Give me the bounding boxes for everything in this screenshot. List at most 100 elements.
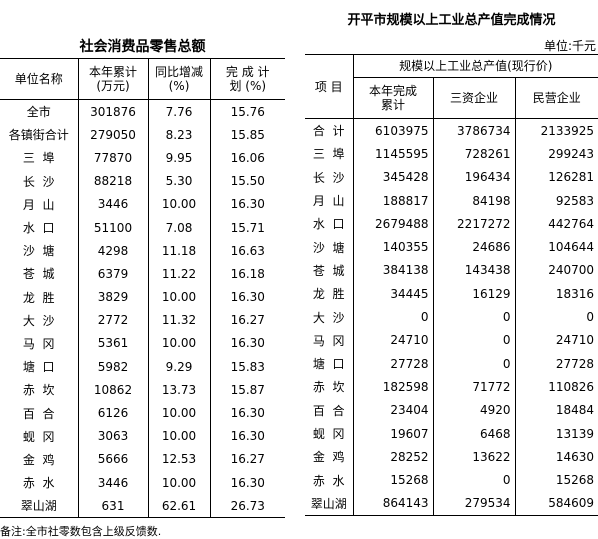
table-cell: 2772 <box>77 308 148 332</box>
table-cell: 143438 <box>432 258 515 283</box>
unit-label: 单位:千元 <box>543 39 596 53</box>
table-cell: 15.50 <box>209 169 285 193</box>
table-cell: 16.06 <box>209 146 285 170</box>
row-label: 合 计 <box>312 124 345 139</box>
table-cell: 16.63 <box>209 239 285 263</box>
table-cell: 13139 <box>514 421 598 446</box>
table-row: 赤 坎 182598 71772 110826 <box>305 375 598 399</box>
table-cell: 16.30 <box>209 424 285 448</box>
table-row: 金 鸡 28252 13622 14630 <box>305 445 598 469</box>
table-row: 金 鸡 5666 12.53 16.27 <box>0 447 285 471</box>
row-label: 龙 胜 <box>312 287 345 302</box>
table-row: 月 山 3446 10.00 16.30 <box>0 192 285 216</box>
row-label: 翠山湖 <box>310 496 347 511</box>
table-cell: 196434 <box>432 165 515 189</box>
table-cell: 4920 <box>432 398 515 422</box>
table-cell: 10.00 <box>147 471 210 495</box>
row-label: 三 埠 <box>22 151 55 166</box>
table-cell: 10.00 <box>147 192 210 216</box>
col-header-yoy: 同比增减 (%) <box>147 58 210 100</box>
table-row: 沙 塘 140355 24686 104644 <box>305 235 598 259</box>
table-cell: 24710 <box>352 328 433 352</box>
table-cell: 6103975 <box>352 118 433 143</box>
table-header-row: 项 目 规模以上工业总产值(现行价) <box>305 54 598 119</box>
table-cell: 16129 <box>432 282 515 306</box>
table-row: 三 埠 77870 9.95 16.06 <box>0 146 285 170</box>
table-cell: 4298 <box>77 239 148 263</box>
row-label: 赤 水 <box>22 476 55 491</box>
table-row: 翠山湖 864143 279534 584609 <box>305 491 598 516</box>
table-cell: 13622 <box>432 445 515 469</box>
table-cell: 188817 <box>352 188 433 213</box>
table-cell: 62.61 <box>147 494 210 518</box>
table-cell: 11.18 <box>147 239 210 263</box>
table-cell: 11.22 <box>147 262 210 286</box>
table-cell: 3829 <box>77 285 148 309</box>
table-row: 蚬 冈 3063 10.00 16.30 <box>0 424 285 448</box>
table-cell: 26.73 <box>209 494 285 518</box>
table-row: 马 冈 5361 10.00 16.30 <box>0 331 285 356</box>
table-row: 长 沙 88218 5.30 15.50 <box>0 169 285 193</box>
table-cell: 10.00 <box>147 331 210 356</box>
table-cell: 27728 <box>352 351 433 376</box>
row-label: 长 沙 <box>312 170 345 185</box>
table-cell: 71772 <box>432 375 515 399</box>
table-cell: 384138 <box>352 258 433 283</box>
industry-table-title: 开平市规模以上工业总产值完成情况 <box>347 13 556 28</box>
row-label: 赤 坎 <box>22 383 55 398</box>
table-cell: 16.30 <box>209 331 285 356</box>
table-cell: 16.18 <box>209 262 285 286</box>
row-label: 各镇街合计 <box>8 128 69 143</box>
table-row: 塘 口 5982 9.29 15.83 <box>0 355 285 379</box>
table-row: 各镇街合计 279050 8.23 15.85 <box>0 123 285 147</box>
table-cell: 77870 <box>77 146 148 170</box>
table-cell: 27728 <box>514 351 598 376</box>
row-label: 金 鸡 <box>312 450 345 465</box>
table-cell: 28252 <box>352 445 433 469</box>
row-label: 金 鸡 <box>22 452 55 467</box>
table-cell: 7.08 <box>147 215 210 240</box>
row-label: 马 冈 <box>22 336 55 351</box>
table-cell: 126281 <box>514 165 598 189</box>
table-cell: 3786734 <box>432 118 515 143</box>
row-label: 沙 塘 <box>22 244 55 259</box>
row-label: 三 埠 <box>312 147 345 162</box>
table-row: 合 计 6103975 3786734 2133925 <box>305 118 598 143</box>
row-label: 长 沙 <box>22 174 55 189</box>
table-row: 翠山湖 631 62.61 26.73 <box>0 494 285 518</box>
table-cell: 15.71 <box>209 215 285 240</box>
table-row: 大 沙 2772 11.32 16.27 <box>0 308 285 332</box>
col-header-item: 项 目 <box>305 54 353 119</box>
row-label: 塘 口 <box>22 360 55 375</box>
table-row: 蚬 冈 19607 6468 13139 <box>305 421 598 446</box>
table-row: 苍 城 384138 143438 240700 <box>305 258 598 283</box>
table-cell: 16.27 <box>209 308 285 332</box>
table-row: 三 埠 1145595 728261 299243 <box>305 142 598 166</box>
table-cell: 182598 <box>352 375 433 399</box>
table-cell: 3063 <box>77 424 148 448</box>
table-cell: 6126 <box>77 401 148 425</box>
table-cell: 18484 <box>514 398 598 422</box>
table-row: 长 沙 345428 196434 126281 <box>305 165 598 189</box>
table-cell: 104644 <box>514 235 598 259</box>
table-cell: 16.30 <box>209 401 285 425</box>
table-cell: 24686 <box>432 235 515 259</box>
col-header-unit: 单位名称 <box>0 58 78 100</box>
table-cell: 23404 <box>352 398 433 422</box>
retail-table-title: 社会消费品零售总额 <box>79 39 206 55</box>
table-cell: 16.30 <box>209 192 285 216</box>
table-row: 百 合 6126 10.00 16.30 <box>0 401 285 425</box>
table-row: 百 合 23404 4920 18484 <box>305 398 598 422</box>
table-cell: 7.76 <box>147 99 210 124</box>
table-header-row: 单位名称 本年累计 (万元) 同比增减 (%) 完 成 计 划 (%) <box>0 58 285 100</box>
table-cell: 0 <box>432 328 515 352</box>
table-cell: 34445 <box>352 282 433 306</box>
table-row: 苍 城 6379 11.22 16.18 <box>0 262 285 286</box>
table-cell: 15.87 <box>209 378 285 402</box>
table-cell: 301876 <box>77 99 148 124</box>
table-cell: 10.00 <box>147 401 210 425</box>
row-label: 赤 坎 <box>312 380 345 395</box>
col-header-group: 规模以上工业总产值(现行价) <box>352 54 598 78</box>
table-cell: 345428 <box>352 165 433 189</box>
